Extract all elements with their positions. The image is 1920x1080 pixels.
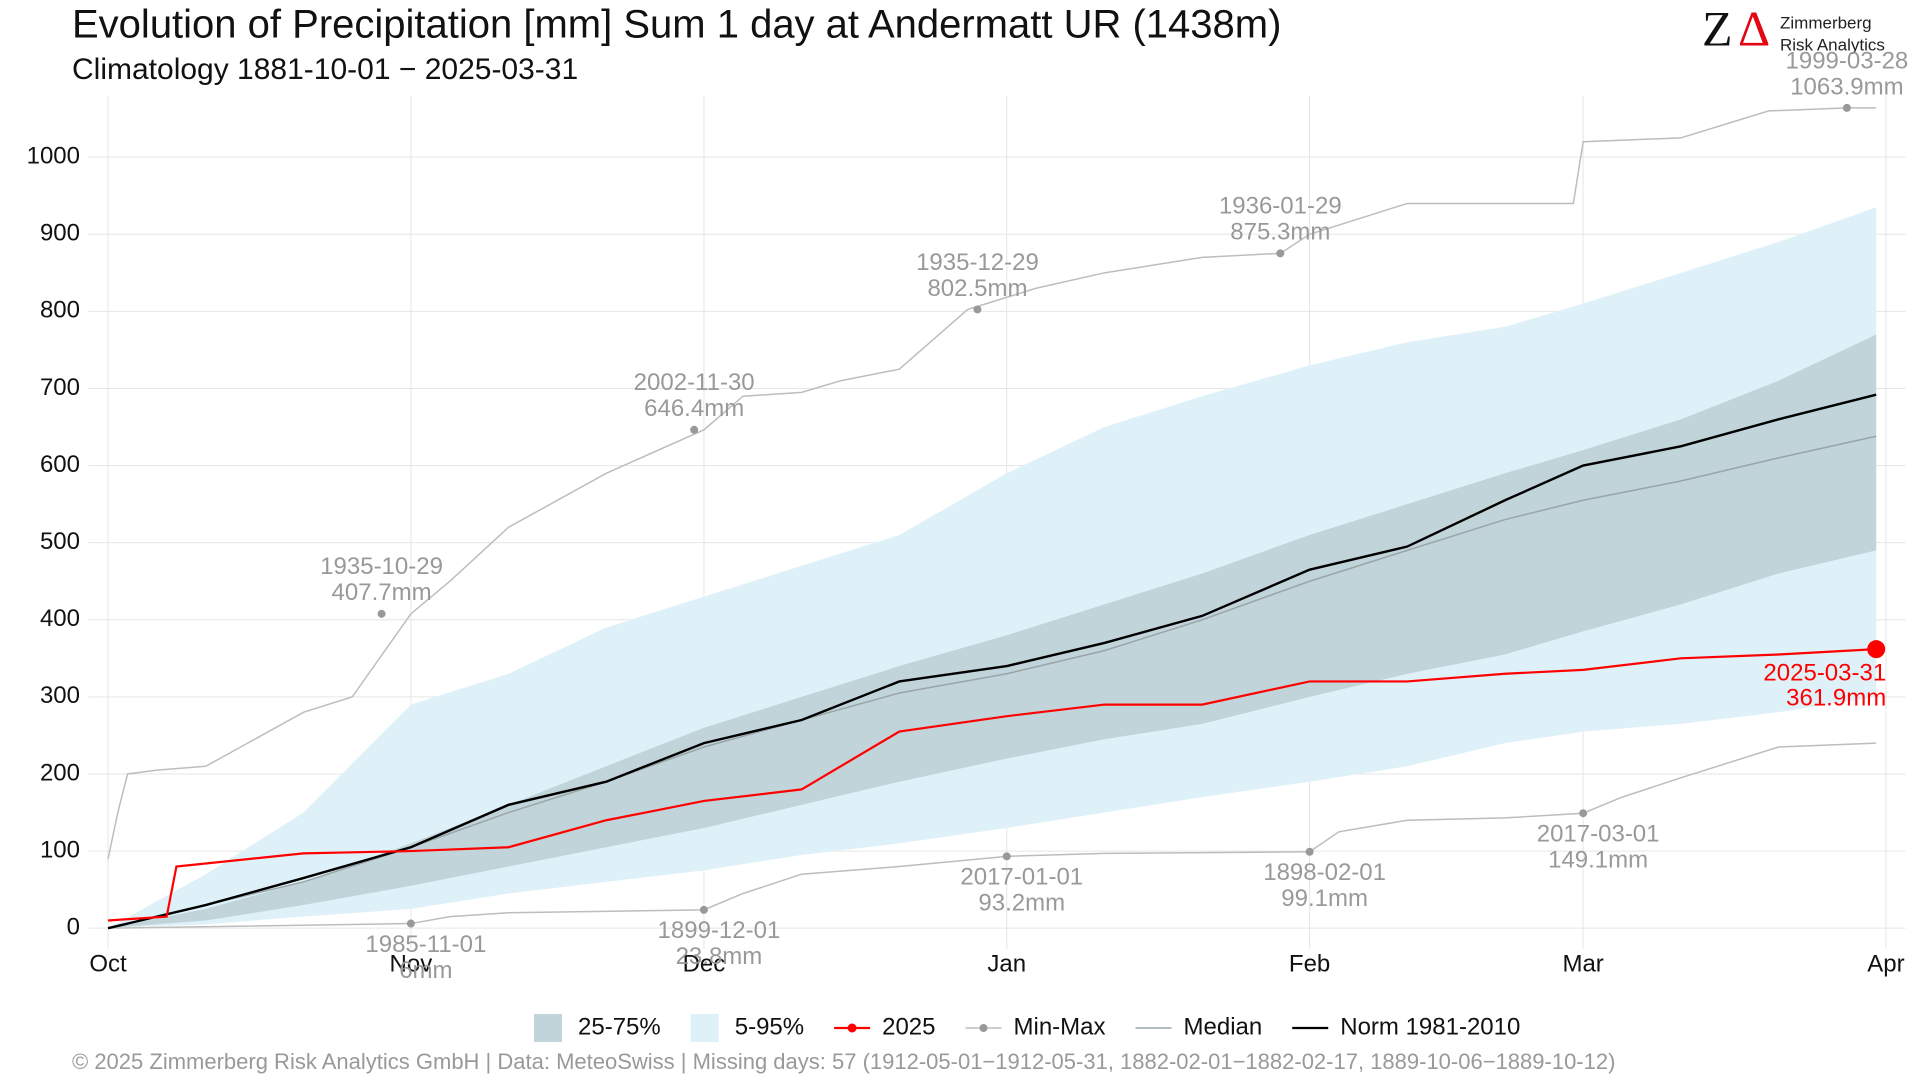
legend-dot <box>979 1024 988 1032</box>
y-tick-label: 400 <box>40 605 80 632</box>
annotation-value: 93.2mm <box>978 890 1065 917</box>
y-tick-label: 200 <box>40 759 80 786</box>
y-tick-label: 0 <box>67 914 80 941</box>
annotation-date: 1985-11-01 <box>365 931 486 958</box>
logo-text: Zimmerberg <box>1780 13 1872 32</box>
extreme-point <box>377 609 386 618</box>
annotation-value: 1063.9mm <box>1790 73 1903 100</box>
band-area <box>108 207 1877 929</box>
annotation-date: 2017-01-01 <box>960 864 1083 891</box>
annotation-date: 1899-12-01 <box>658 917 781 944</box>
annotation-date: 2002-11-30 <box>634 369 755 396</box>
legend-label: Min-Max <box>1014 1013 1106 1040</box>
y-tick-label: 300 <box>40 682 80 709</box>
annotation-value: 646.4mm <box>644 395 744 422</box>
legend-label: 2025 <box>882 1013 935 1040</box>
extreme-point <box>1842 103 1851 112</box>
extreme-point <box>699 905 708 914</box>
series-line <box>107 393 1877 930</box>
extreme-point <box>1579 809 1588 818</box>
y-tick-label: 600 <box>40 451 80 478</box>
current-point <box>1867 640 1886 659</box>
extreme-point <box>973 305 982 314</box>
y-tick-label: 1000 <box>27 143 80 170</box>
chart-title: Evolution of Precipitation [mm] Sum 1 da… <box>72 3 1281 47</box>
extreme-point <box>1276 249 1285 258</box>
logo-text: Risk Analytics <box>1780 35 1885 54</box>
extreme-point <box>1002 852 1011 861</box>
legend-label: Norm 1981-2010 <box>1340 1013 1520 1040</box>
annotation-value: 99.1mm <box>1281 885 1368 912</box>
annotation-value: 361.9mm <box>1786 685 1886 712</box>
annotation-value: 6mm <box>399 957 452 984</box>
extreme-point <box>1305 847 1314 856</box>
series-line <box>107 648 1877 922</box>
annotation-value: 802.5mm <box>927 275 1027 302</box>
annotation-date: 2025-03-31 <box>1763 660 1886 687</box>
annotation-value: 149.1mm <box>1548 847 1648 874</box>
annotation-date: 1935-12-29 <box>916 249 1039 276</box>
annotation-value: 875.3mm <box>1230 219 1330 246</box>
logo-mark: Z <box>1702 0 1733 56</box>
annotation-date: 1999-03-28 <box>1786 47 1909 74</box>
x-tick-label: Apr <box>1867 950 1904 977</box>
x-tick-label: Mar <box>1562 950 1603 977</box>
annotation-value: 407.7mm <box>332 579 432 606</box>
legend-label: 25-75% <box>578 1013 661 1040</box>
annotation-date: 1935-10-29 <box>320 553 443 580</box>
legend-dot <box>847 1023 857 1033</box>
y-tick-label: 500 <box>40 528 80 555</box>
annotation-date: 1898-02-01 <box>1263 859 1386 886</box>
annotation-date: 1936-01-29 <box>1219 193 1342 220</box>
y-tick-label: 900 <box>40 220 80 247</box>
legend-label: 5-95% <box>735 1013 804 1040</box>
x-tick-label: Feb <box>1289 950 1330 977</box>
band-area <box>108 334 1877 929</box>
x-tick-label: Jan <box>987 950 1026 977</box>
y-tick-label: 800 <box>40 297 80 324</box>
legend-swatch <box>534 1014 562 1042</box>
legend-label: Median <box>1184 1013 1263 1040</box>
chart-subtitle: Climatology 1881-10-01 − 2025-03-31 <box>72 53 578 86</box>
annotation-value: 23.8mm <box>676 943 763 970</box>
legend-swatch <box>690 1014 719 1042</box>
x-tick-label: Nov <box>390 950 433 977</box>
series-line <box>108 742 1877 929</box>
x-tick-label: Dec <box>683 950 726 977</box>
logo-mark: Δ <box>1738 0 1770 56</box>
x-tick-label: Oct <box>89 950 127 977</box>
extreme-point <box>690 425 699 434</box>
extreme-point <box>406 919 415 928</box>
y-tick-label: 100 <box>40 836 80 863</box>
y-tick-label: 700 <box>40 374 80 401</box>
footer: © 2025 Zimmerberg Risk Analytics GmbH | … <box>72 1049 1615 1074</box>
series-line <box>107 107 1877 859</box>
annotation-date: 2017-03-01 <box>1537 821 1660 848</box>
